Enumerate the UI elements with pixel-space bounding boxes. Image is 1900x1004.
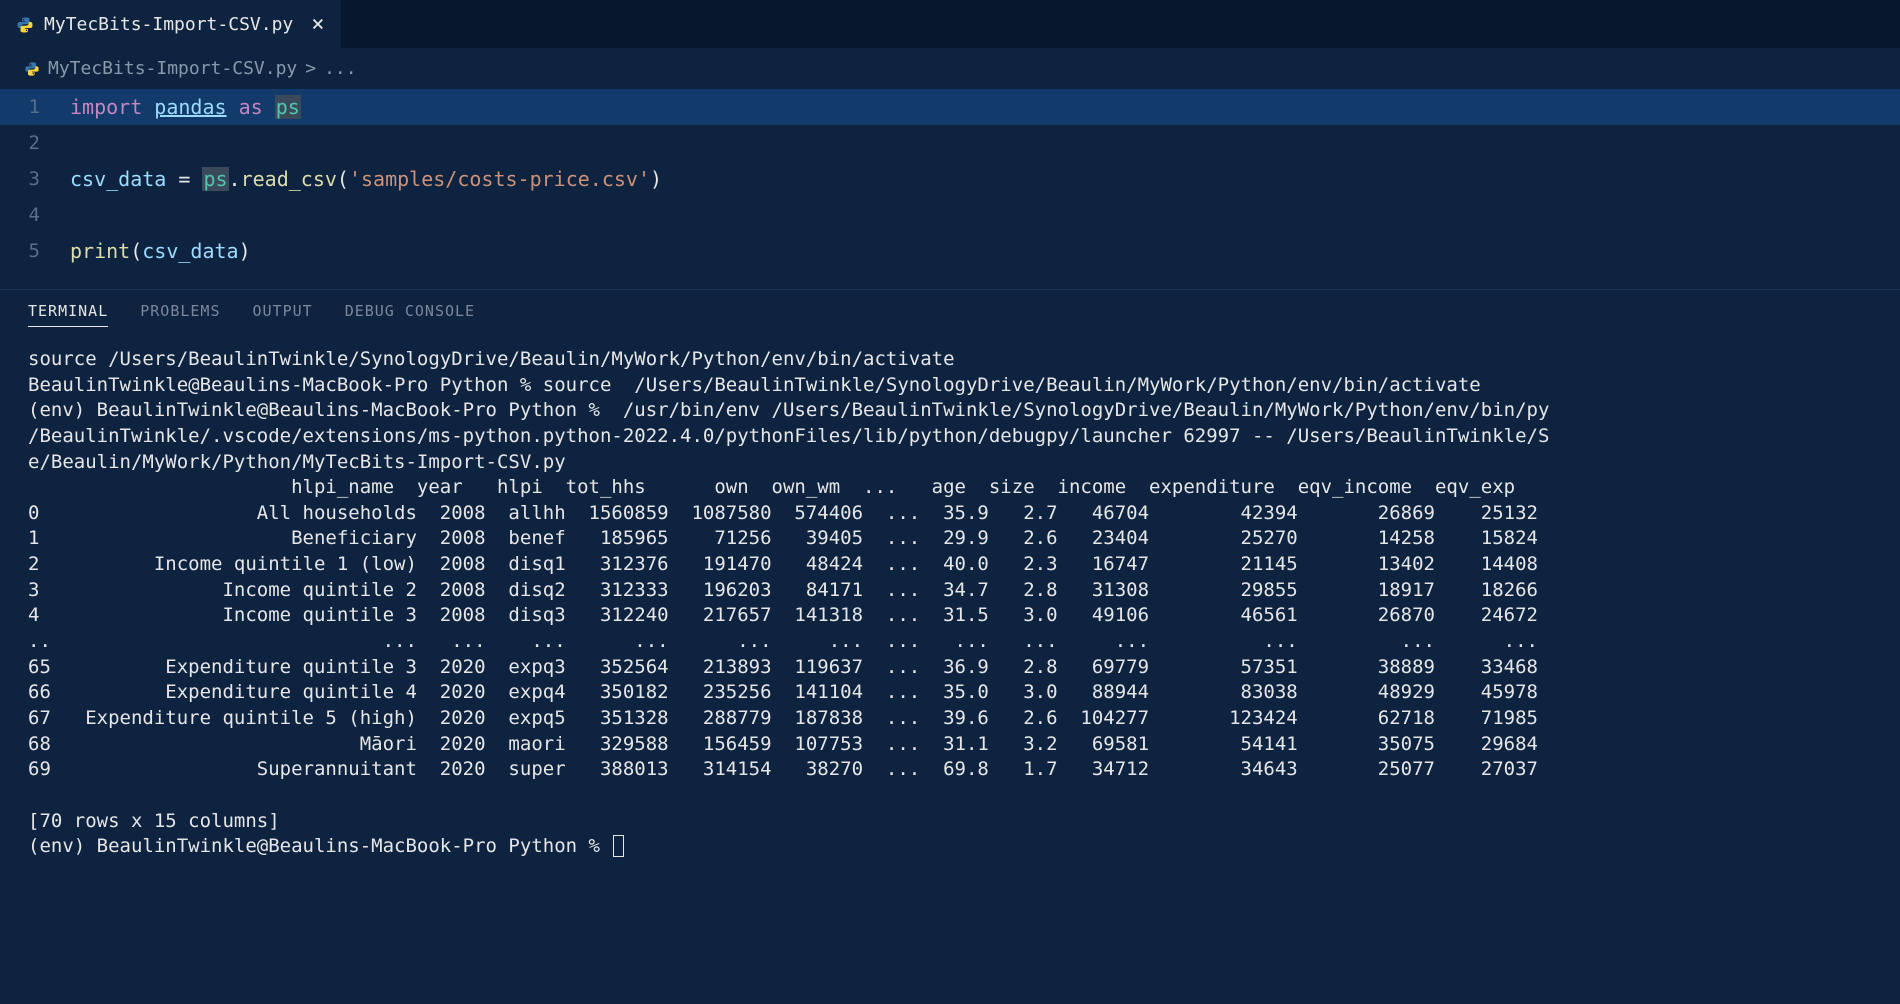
table-row: 66 Expenditure quintile 4 2020 expq4 350… xyxy=(28,681,1538,703)
terminal-line: source /Users/BeaulinTwinkle/SynologyDri… xyxy=(28,348,955,370)
python-icon xyxy=(24,61,40,77)
tab-debug-console[interactable]: DEBUG CONSOLE xyxy=(345,302,475,327)
cursor xyxy=(613,835,624,857)
close-icon[interactable]: × xyxy=(311,12,324,37)
line-number: 4 xyxy=(0,204,70,226)
terminal-line: BeaulinTwinkle@Beaulins-MacBook-Pro Pyth… xyxy=(28,374,1481,396)
table-row: 2 Income quintile 1 (low) 2008 disq1 312… xyxy=(28,553,1538,575)
tab-output[interactable]: OUTPUT xyxy=(253,302,313,327)
code-content: print(csv_data) xyxy=(70,239,251,263)
line-number: 2 xyxy=(0,132,70,154)
code-line[interactable]: 1 import pandas as ps xyxy=(0,89,1900,125)
terminal-summary: [70 rows x 15 columns] xyxy=(28,810,280,832)
code-line[interactable]: 3 csv_data = ps.read_csv('samples/costs-… xyxy=(0,161,1900,197)
line-number: 5 xyxy=(0,240,70,262)
code-line[interactable]: 4 xyxy=(0,197,1900,233)
breadcrumb-file: MyTecBits-Import-CSV.py xyxy=(48,58,297,79)
table-row: 69 Superannuitant 2020 super 388013 3141… xyxy=(28,758,1538,780)
code-content: import pandas as ps xyxy=(70,95,301,119)
table-row: 0 All households 2008 allhh 1560859 1087… xyxy=(28,502,1538,524)
code-editor[interactable]: 1 import pandas as ps 2 3 csv_data = ps.… xyxy=(0,89,1900,289)
terminal-line: (env) BeaulinTwinkle@Beaulins-MacBook-Pr… xyxy=(28,399,1549,421)
breadcrumb-separator: > xyxy=(305,58,316,79)
table-row: 4 Income quintile 3 2008 disq3 312240 21… xyxy=(28,604,1538,626)
python-icon xyxy=(16,16,34,34)
table-row: 1 Beneficiary 2008 benef 185965 71256 39… xyxy=(28,527,1538,549)
panel-tabs: TERMINAL PROBLEMS OUTPUT DEBUG CONSOLE xyxy=(0,298,1900,335)
breadcrumb-ellipsis: ... xyxy=(324,58,357,79)
terminal-line: /BeaulinTwinkle/.vscode/extensions/ms-py… xyxy=(28,425,1549,447)
bottom-panel: TERMINAL PROBLEMS OUTPUT DEBUG CONSOLE s… xyxy=(0,289,1900,872)
terminal-output[interactable]: source /Users/BeaulinTwinkle/SynologyDri… xyxy=(0,335,1900,872)
code-line[interactable]: 5 print(csv_data) xyxy=(0,233,1900,269)
table-row: 68 Māori 2020 maori 329588 156459 107753… xyxy=(28,733,1538,755)
tab-terminal[interactable]: TERMINAL xyxy=(28,302,108,327)
tab-bar: MyTecBits-Import-CSV.py × xyxy=(0,0,1900,48)
tab-problems[interactable]: PROBLEMS xyxy=(140,302,220,327)
line-number: 3 xyxy=(0,168,70,190)
line-number: 1 xyxy=(0,96,70,118)
tab-label: MyTecBits-Import-CSV.py xyxy=(44,14,293,35)
table-row: .. ... ... ... ... ... ... ... ... ... .… xyxy=(28,630,1538,652)
code-line[interactable]: 2 xyxy=(0,125,1900,161)
terminal-line: e/Beaulin/MyWork/Python/MyTecBits-Import… xyxy=(28,451,566,473)
breadcrumb[interactable]: MyTecBits-Import-CSV.py > ... xyxy=(0,48,1900,89)
table-row: 65 Expenditure quintile 3 2020 expq3 352… xyxy=(28,656,1538,678)
code-content: csv_data = ps.read_csv('samples/costs-pr… xyxy=(70,167,662,191)
table-header: hlpi_name year hlpi tot_hhs own own_wm .… xyxy=(28,476,1515,498)
terminal-prompt: (env) BeaulinTwinkle@Beaulins-MacBook-Pr… xyxy=(28,835,611,857)
editor-tab[interactable]: MyTecBits-Import-CSV.py × xyxy=(0,0,341,48)
table-row: 3 Income quintile 2 2008 disq2 312333 19… xyxy=(28,579,1538,601)
table-row: 67 Expenditure quintile 5 (high) 2020 ex… xyxy=(28,707,1538,729)
